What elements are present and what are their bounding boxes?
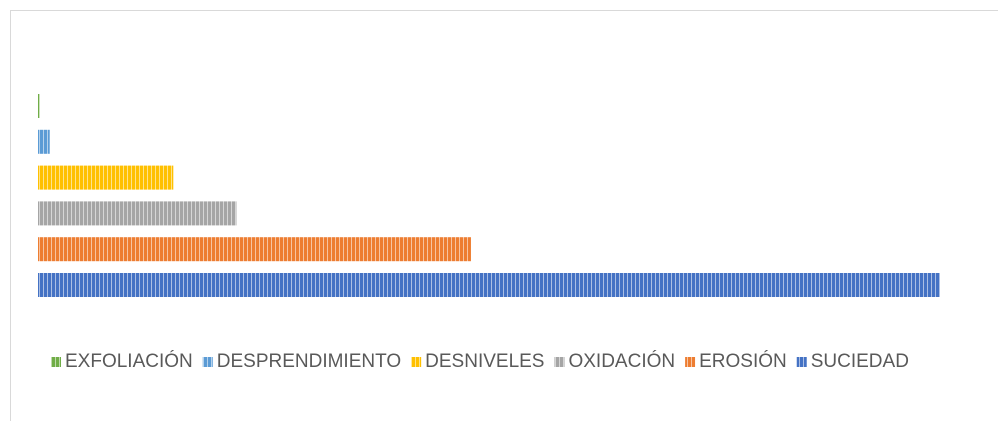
bar [38, 129, 50, 154]
legend-swatch [685, 357, 696, 367]
legend-swatch [202, 357, 213, 367]
bar [38, 237, 471, 262]
bar [38, 201, 237, 226]
bar [38, 273, 940, 297]
bar [38, 165, 174, 190]
legend-swatch [554, 357, 565, 367]
legend-label: EXFOLIACIÓN [65, 350, 193, 372]
legend-swatch [51, 357, 61, 367]
legend-label: DESPRENDIMIENTO [217, 351, 401, 372]
bar [38, 94, 40, 118]
legend-label: SUCIEDAD [811, 351, 909, 372]
legend-label: EROSIÓN [699, 350, 787, 372]
legend-swatch [411, 357, 422, 367]
legend-label: DESNIVELES [425, 351, 544, 372]
legend-swatch [796, 357, 807, 367]
legend-label: OXIDACIÓN [568, 350, 675, 372]
